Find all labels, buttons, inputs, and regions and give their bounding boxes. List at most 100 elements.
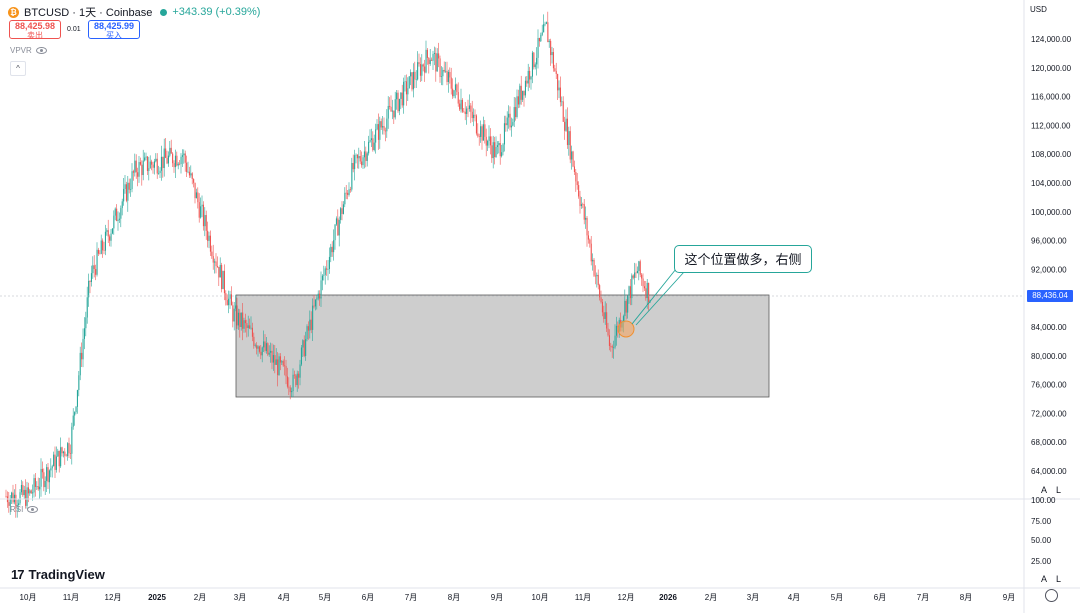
rsi-indicator[interactable]: RSI xyxy=(10,505,39,514)
tradingview-logo-icon: 17 xyxy=(11,567,25,582)
candle-body xyxy=(174,155,176,168)
price-tick-label: 104,000.00 xyxy=(1031,179,1072,188)
vpvr-indicator[interactable]: VPVR xyxy=(10,46,47,55)
price-tick-label: 116,000.00 xyxy=(1031,93,1071,102)
candle-body xyxy=(97,249,99,254)
candle-body xyxy=(263,341,265,348)
candle-body xyxy=(379,121,381,140)
candle-body xyxy=(447,72,449,82)
currency-selector[interactable]: USD xyxy=(1030,5,1047,14)
candle-body xyxy=(244,320,246,324)
candle-body xyxy=(446,70,448,82)
candle-body xyxy=(391,110,393,112)
candle-body xyxy=(43,472,45,488)
entry-marker-circle[interactable] xyxy=(617,320,635,338)
candle-body xyxy=(156,158,158,174)
candle-body xyxy=(642,278,644,287)
candle-body xyxy=(575,171,577,182)
support-zone-rectangle[interactable] xyxy=(235,294,770,398)
candle-body xyxy=(606,312,608,329)
rsi-auto-scale-button[interactable]: A xyxy=(1041,574,1048,584)
candle-body xyxy=(433,53,435,55)
eye-icon[interactable] xyxy=(27,506,39,513)
candle-body xyxy=(327,269,329,270)
candle-body xyxy=(432,54,434,61)
candle-body xyxy=(281,361,283,363)
candle-body xyxy=(305,339,307,356)
eye-icon[interactable] xyxy=(35,47,47,54)
candle-body xyxy=(20,485,22,493)
candle-body xyxy=(407,88,409,95)
candle-body xyxy=(205,215,207,231)
candle-body xyxy=(494,142,496,157)
candle-body xyxy=(326,268,328,270)
candle-body xyxy=(414,71,416,80)
candle-body xyxy=(285,366,287,377)
candle-body xyxy=(533,52,535,68)
time-tick-label: 3月 xyxy=(747,593,759,602)
candle-body xyxy=(89,280,91,282)
candle-body xyxy=(114,208,116,216)
candle-body xyxy=(373,142,375,151)
candle-body xyxy=(46,467,48,481)
buy-button[interactable]: 88,425.99 买入 xyxy=(88,20,140,40)
candle-body xyxy=(48,470,50,483)
rsi-log-scale-button[interactable]: L xyxy=(1056,574,1062,584)
candle-body xyxy=(538,38,540,42)
candle-body xyxy=(117,219,119,221)
candle-body xyxy=(9,498,11,506)
candle-body xyxy=(51,466,53,469)
candle-body xyxy=(552,52,554,69)
sell-button[interactable]: 88,425.98 卖出 xyxy=(9,20,61,40)
candle-body xyxy=(250,327,252,329)
candle-body xyxy=(186,162,188,173)
candle-body xyxy=(239,312,241,327)
candle-body xyxy=(299,364,301,378)
symbol-title[interactable]: BTCUSD · 1天 · Coinbase xyxy=(24,7,153,19)
price-tick-label: 76,000.00 xyxy=(1031,381,1067,390)
candle-body xyxy=(548,40,550,43)
annotation-callout[interactable]: 这个位置做多，右侧 xyxy=(674,245,812,273)
candle-body xyxy=(33,478,35,493)
candle-body xyxy=(358,156,360,159)
candle-body xyxy=(421,64,423,76)
candle-body xyxy=(524,80,526,96)
settings-icon[interactable] xyxy=(1045,589,1058,602)
candle-body xyxy=(411,72,413,90)
candle-body xyxy=(345,192,347,194)
candle-body xyxy=(603,312,605,319)
candle-body xyxy=(211,251,213,257)
candle-body xyxy=(254,345,256,346)
candle-body xyxy=(54,454,56,470)
candle-body xyxy=(36,486,38,487)
candle-body xyxy=(648,282,650,303)
candle-body xyxy=(573,166,575,172)
candle-body xyxy=(422,64,424,67)
candle-body xyxy=(62,451,64,454)
candle-body xyxy=(459,103,461,110)
symbol-header[interactable]: ₿ BTCUSD · 1天 · Coinbase +343.39 (+0.39%… xyxy=(8,4,260,20)
candle-body xyxy=(96,249,98,275)
candle-body xyxy=(258,346,260,352)
log-scale-button[interactable]: L xyxy=(1056,485,1062,495)
candle-body xyxy=(34,478,36,487)
candle-body xyxy=(495,146,497,157)
candle-body xyxy=(191,173,193,179)
candle-body xyxy=(492,142,494,159)
price-tick-label: 84,000.00 xyxy=(1031,323,1067,332)
candle-body xyxy=(557,73,559,91)
candle-body xyxy=(554,68,556,72)
candle-body xyxy=(635,272,637,274)
candle-body xyxy=(58,450,60,467)
candle-body xyxy=(502,144,504,153)
candle-body xyxy=(578,185,580,197)
auto-scale-button[interactable]: A xyxy=(1041,485,1048,495)
candle-body xyxy=(8,502,10,506)
candle-body xyxy=(274,355,276,365)
candle-body xyxy=(88,280,90,298)
candle-body xyxy=(116,208,118,221)
collapse-indicators-button[interactable]: ^ xyxy=(10,61,26,76)
candle-body xyxy=(419,64,421,76)
candle-body xyxy=(309,319,311,331)
